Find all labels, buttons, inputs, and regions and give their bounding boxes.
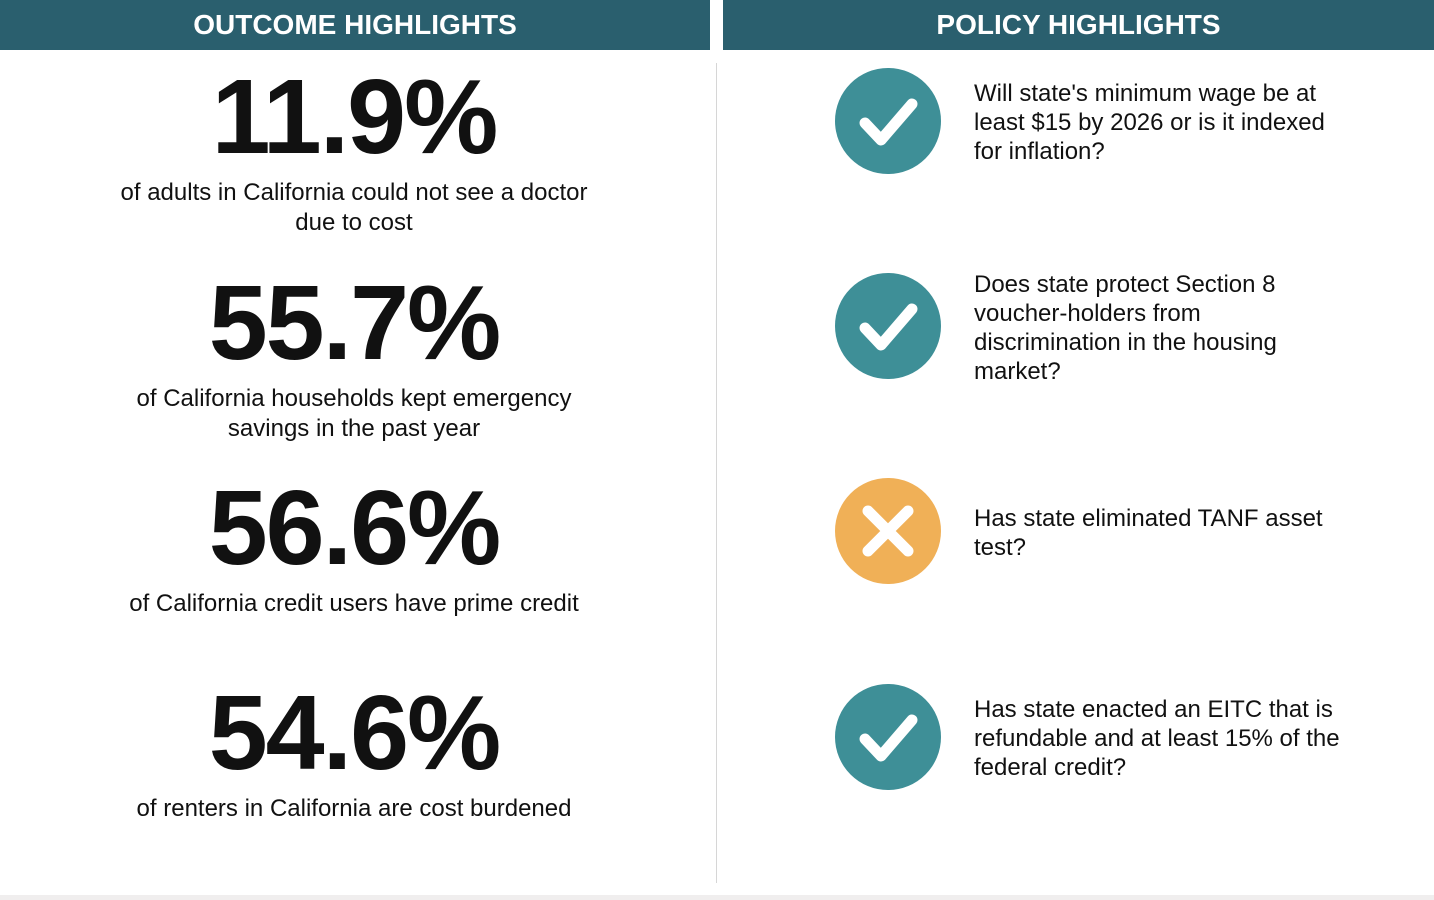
footer-strip xyxy=(0,895,1434,900)
outcome-description: of California credit users have prime cr… xyxy=(129,590,579,617)
check-icon xyxy=(835,684,941,790)
outcome: 55.7% of California households kept emer… xyxy=(60,270,648,444)
outcome-value: 55.7% xyxy=(208,264,502,382)
check-icon xyxy=(835,273,941,379)
outcome-description: of renters in California are cost burden… xyxy=(136,795,572,822)
outcome-description: of California households kept emergency … xyxy=(136,385,572,442)
divider xyxy=(716,63,717,883)
policy-question: Has state enacted an EITC that is refund… xyxy=(974,696,1340,781)
outcome-header: OUTCOME HIGHLIGHTS xyxy=(0,0,710,50)
cross-icon xyxy=(835,478,941,584)
policy-question: Does state protect Section 8 voucher-hol… xyxy=(974,271,1277,385)
outcome: 56.6% of California credit users have pr… xyxy=(60,475,648,619)
check-icon xyxy=(835,68,941,174)
policy-header: POLICY HIGHLIGHTS xyxy=(723,0,1434,50)
outcome-value: 56.6% xyxy=(208,469,502,587)
outcome: 54.6% of renters in California are cost … xyxy=(60,680,648,824)
outcome-value: 11.9% xyxy=(211,58,499,176)
policy-question: Will state's minimum wage be at least $1… xyxy=(974,80,1325,165)
outcome: 11.9% of adults in California could not … xyxy=(60,64,648,238)
policy-question: Has state eliminated TANF asset test? xyxy=(974,505,1323,561)
outcome-description: of adults in California could not see a … xyxy=(120,179,588,236)
outcome-value: 54.6% xyxy=(208,674,502,792)
